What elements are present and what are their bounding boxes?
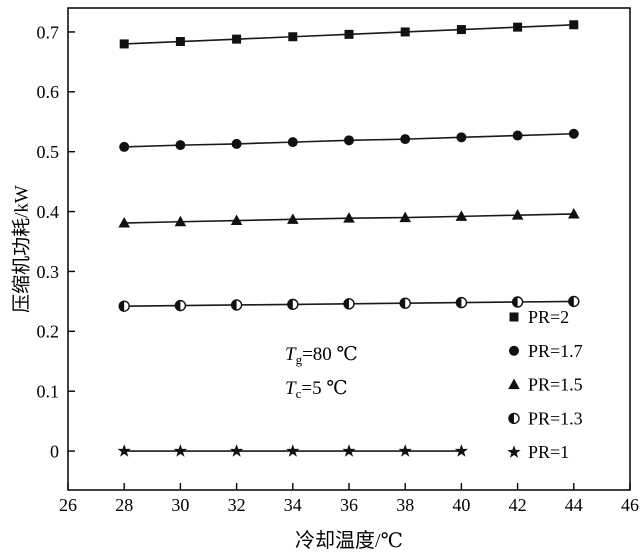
x-tick-label: 44	[565, 495, 583, 515]
annotations: Tg=80 ℃ Tc=5 ℃	[285, 344, 358, 401]
series-pr-1-3	[118, 295, 580, 312]
x-tick-label: 36	[340, 495, 358, 515]
square-marker-icon	[344, 29, 354, 39]
half-circle-marker-fill	[456, 297, 462, 308]
y-tick-label: 0.1	[37, 382, 60, 402]
half-circle-marker-fill	[568, 296, 574, 307]
triangle-marker-icon	[511, 209, 524, 220]
half-circle-marker-fill	[512, 296, 518, 307]
series-pr-1-7	[119, 128, 579, 152]
triangle-marker-icon	[508, 378, 520, 390]
star-marker-icon	[229, 444, 244, 457]
circle-marker-icon	[287, 137, 298, 148]
circle-marker-icon	[512, 130, 523, 141]
circle-marker-icon	[568, 128, 579, 139]
half-circle-marker-fill	[119, 301, 125, 312]
y-tick-label: 0.3	[37, 262, 60, 282]
legend-item-pr-1-5: PR=1.5	[508, 375, 583, 395]
circle-marker-icon	[456, 132, 467, 143]
legend-label: PR=1	[528, 442, 569, 462]
x-tick-label: 28	[115, 495, 133, 515]
annotation-text: Tc=5 ℃	[285, 378, 348, 401]
legend-item-pr-1-7: PR=1.7	[509, 341, 583, 361]
legend-label: PR=1.5	[528, 375, 583, 395]
square-marker-icon	[456, 25, 466, 35]
y-tick-label: 0.5	[37, 142, 60, 162]
x-tick-label: 38	[396, 495, 414, 515]
star-marker-icon	[286, 444, 300, 457]
square-marker-icon	[119, 39, 129, 49]
half-circle-marker-fill	[287, 299, 293, 310]
legend-label: PR=2	[528, 307, 569, 327]
y-axis-label: 压缩机功耗/kW	[11, 185, 33, 313]
star-marker-icon	[173, 444, 188, 457]
half-circle-marker-fill	[344, 298, 349, 309]
annotation-text: Tg=80 ℃	[285, 344, 358, 367]
half-circle-marker-fill	[509, 413, 514, 424]
half-circle-marker-fill	[400, 298, 406, 309]
x-tick-label: 40	[452, 495, 470, 515]
triangle-marker-icon	[568, 207, 580, 219]
series-pr-1	[117, 444, 469, 457]
y-tick-label: 0.4	[37, 202, 60, 222]
circle-marker-icon	[509, 345, 519, 356]
star-marker-icon	[398, 444, 412, 457]
x-tick-label: 30	[171, 495, 189, 515]
circle-marker-icon	[400, 134, 411, 145]
series-pr-1-5	[118, 207, 580, 228]
circle-marker-icon	[175, 140, 186, 151]
legend-item-pr-1-3: PR=1.3	[508, 408, 583, 428]
axis-ticks: 26 28 30 32 34 36 38 40 42 44 46 0 0.1 0.2 0.3 0.4 0.5 0.…	[37, 22, 640, 515]
y-tick-label: 0.6	[37, 82, 60, 102]
triangle-marker-icon	[455, 210, 468, 221]
y-tick-label: 0.2	[37, 322, 60, 342]
star-marker-icon	[507, 445, 521, 458]
legend-label: PR=1.7	[528, 341, 583, 361]
star-marker-icon	[117, 444, 131, 457]
square-marker-icon	[288, 32, 298, 42]
x-tick-label: 32	[228, 495, 246, 515]
square-marker-icon	[175, 37, 185, 47]
triangle-marker-icon	[399, 211, 411, 223]
triangle-marker-icon	[287, 213, 299, 224]
circle-marker-icon	[119, 141, 130, 152]
star-marker-icon	[342, 444, 356, 457]
square-marker-icon	[232, 34, 242, 44]
circle-marker-icon	[231, 138, 242, 149]
legend-item-pr-2: PR=2	[509, 307, 569, 327]
legend-item-pr-1: PR=1	[507, 442, 569, 462]
triangle-marker-icon	[230, 214, 243, 226]
legend: PR=2 PR=1.7 PR=1.5 PR=1.3 PR=1	[507, 307, 583, 462]
square-marker-icon	[569, 20, 579, 30]
square-marker-icon	[400, 27, 410, 37]
x-tick-label: 26	[59, 495, 77, 515]
x-tick-label: 46	[621, 495, 639, 515]
x-axis-label: 冷却温度/℃	[295, 530, 403, 552]
series-pr-2	[119, 20, 579, 49]
half-circle-marker-fill	[175, 300, 181, 311]
square-marker-icon	[509, 312, 519, 322]
triangle-marker-icon	[118, 216, 130, 228]
half-circle-marker-fill	[231, 299, 237, 310]
x-tick-label: 34	[284, 495, 302, 515]
square-marker-icon	[513, 22, 523, 32]
legend-label: PR=1.3	[528, 408, 583, 428]
circle-marker-icon	[344, 135, 354, 146]
x-tick-label: 42	[509, 495, 527, 515]
triangle-marker-icon	[343, 212, 355, 223]
triangle-marker-icon	[174, 215, 187, 227]
y-tick-label: 0.7	[37, 22, 60, 42]
y-tick-label: 0	[50, 441, 59, 461]
star-marker-icon	[454, 444, 469, 457]
